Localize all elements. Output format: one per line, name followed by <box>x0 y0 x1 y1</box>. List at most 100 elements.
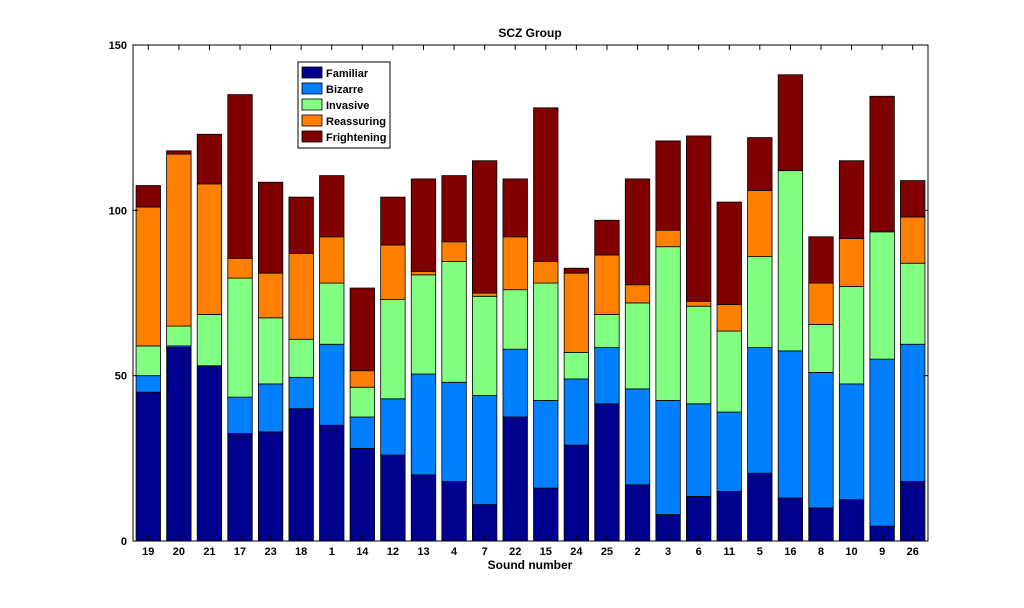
bar-8-reassuring <box>808 282 834 325</box>
x-tick-label: 2 <box>634 546 640 558</box>
bar-9-invasive <box>869 231 895 360</box>
bar-stack-3 <box>655 140 681 542</box>
bar-25-reassuring <box>594 254 620 315</box>
bar-7-invasive <box>472 295 498 396</box>
bars-layer <box>135 74 926 542</box>
bar-stack-18 <box>288 196 314 542</box>
bar-stack-11 <box>716 201 742 542</box>
x-tick-label: 24 <box>570 546 583 558</box>
legend-swatch-bizarre <box>301 82 323 95</box>
y-tick-label: 100 <box>109 205 127 217</box>
x-tick-label: 8 <box>818 546 824 558</box>
bar-5-reassuring <box>747 190 773 258</box>
bar-22-reassuring <box>502 236 528 291</box>
bar-19-frightening <box>135 185 161 208</box>
bar-24-familiar <box>563 444 589 542</box>
bar-13-invasive <box>410 274 437 375</box>
x-tick-label: 23 <box>264 546 276 558</box>
bar-6-reassuring <box>686 300 712 307</box>
bar-20-invasive <box>166 325 192 347</box>
legend-label-familiar: Familiar <box>326 68 369 80</box>
bar-1-familiar <box>319 424 345 542</box>
bar-26-frightening <box>900 180 926 218</box>
bar-19-bizarre <box>135 375 161 393</box>
bar-13-frightening <box>410 178 437 272</box>
bar-stack-26 <box>900 180 926 542</box>
x-axis: 19 20 21 17 23 18 1 14 12 13 4 7 22 15 24 25 2 3 6 11 5 16 8 10… <box>142 45 919 558</box>
x-axis-title: Sound number <box>488 558 573 572</box>
bar-16-frightening <box>777 74 804 172</box>
bar-17-invasive <box>227 277 253 398</box>
bar-7-familiar <box>472 504 498 542</box>
bar-9-frightening <box>869 95 895 233</box>
bar-2-familiar <box>624 484 651 542</box>
bar-14-frightening <box>349 287 375 372</box>
bar-stack-8 <box>808 236 834 542</box>
bar-stack-21 <box>196 133 223 542</box>
bar-stack-22 <box>502 178 528 542</box>
bar-1-reassuring <box>319 236 345 284</box>
bar-stack-10 <box>838 160 865 542</box>
bar-16-invasive <box>777 170 804 352</box>
x-tick-label: 26 <box>907 546 919 558</box>
bar-4-reassuring <box>441 241 467 262</box>
bar-stack-4 <box>441 175 467 542</box>
bar-2-bizarre <box>624 388 651 486</box>
bar-26-familiar <box>900 481 926 542</box>
bar-24-invasive <box>563 352 589 380</box>
legend: Familiar Bizarre Invasive Reassuring Frighte… <box>297 61 391 149</box>
legend-label-invasive: Invasive <box>326 100 369 112</box>
chart-title: SCZ Group <box>498 26 561 40</box>
bar-16-bizarre <box>777 350 804 499</box>
bar-stack-1 <box>319 175 345 542</box>
bar-3-invasive <box>655 246 681 401</box>
bar-4-familiar <box>441 481 467 542</box>
bar-2-frightening <box>624 178 651 286</box>
bar-13-bizarre <box>410 373 437 476</box>
bar-18-invasive <box>288 338 314 378</box>
bar-11-reassuring <box>716 304 742 332</box>
bar-16-familiar <box>777 497 804 542</box>
bar-20-frightening <box>166 150 192 155</box>
bar-22-invasive <box>502 289 528 350</box>
bar-3-bizarre <box>655 400 681 515</box>
bar-stack-23 <box>257 181 284 542</box>
bar-stack-17 <box>227 94 253 542</box>
bar-10-invasive <box>838 285 865 385</box>
bar-5-familiar <box>747 472 773 542</box>
bar-25-invasive <box>594 314 620 348</box>
bar-8-bizarre <box>808 371 834 509</box>
legend-swatch-frightening <box>301 130 323 143</box>
bar-stack-16 <box>777 74 804 542</box>
bar-10-reassuring <box>838 238 865 287</box>
x-tick-label: 20 <box>173 546 185 558</box>
bar-18-frightening <box>288 196 314 254</box>
y-tick-label: 0 <box>121 536 127 548</box>
x-tick-label: 6 <box>696 546 702 558</box>
bar-4-invasive <box>441 261 467 383</box>
bar-14-familiar <box>349 448 375 542</box>
x-tick-label: 25 <box>601 546 613 558</box>
bar-12-reassuring <box>380 244 406 301</box>
bar-23-familiar <box>257 431 284 542</box>
x-tick-label: 10 <box>845 546 857 558</box>
x-tick-label: 15 <box>540 546 552 558</box>
bar-14-invasive <box>349 386 375 418</box>
bar-stack-14 <box>349 287 375 542</box>
bar-17-frightening <box>227 94 253 259</box>
bar-24-reassuring <box>563 272 589 353</box>
bar-17-familiar <box>227 433 253 542</box>
bar-22-bizarre <box>502 348 528 418</box>
x-tick-label: 5 <box>757 546 763 558</box>
x-tick-label: 3 <box>665 546 671 558</box>
bar-20-familiar <box>166 347 192 542</box>
bar-1-frightening <box>319 175 345 238</box>
bar-5-frightening <box>747 137 773 191</box>
bar-stack-20 <box>166 150 192 542</box>
bar-12-frightening <box>380 196 406 246</box>
bar-stack-6 <box>686 135 712 542</box>
bar-6-bizarre <box>686 403 712 497</box>
bar-26-invasive <box>900 262 926 345</box>
bar-1-invasive <box>319 282 345 345</box>
bar-stack-7 <box>472 160 498 542</box>
